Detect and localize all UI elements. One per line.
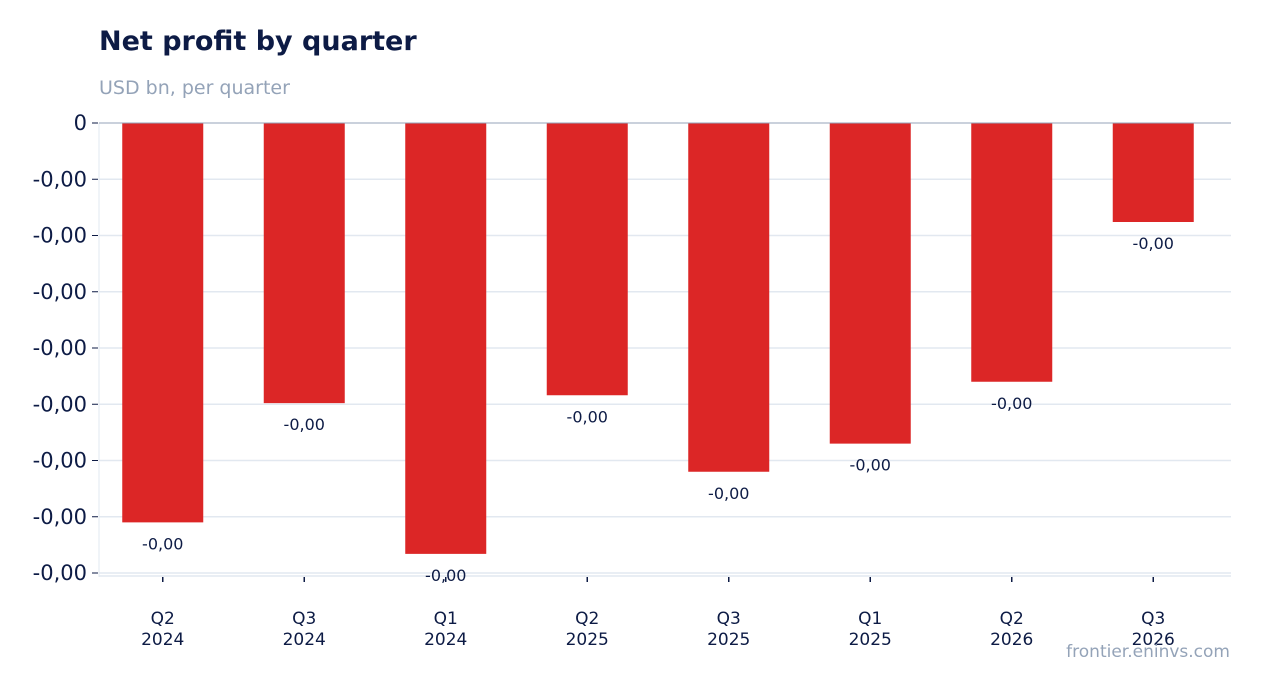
x-tick-label: 2024 (424, 630, 467, 650)
bar (546, 123, 628, 396)
y-tick-label: -0,00 (33, 336, 87, 360)
y-tick-label: -0,00 (33, 449, 87, 473)
x-tick-label: Q3 (292, 609, 316, 629)
x-tick-label: Q3 (717, 609, 741, 629)
data-label: -0,00 (425, 566, 466, 585)
x-tick-label: Q3 (1141, 609, 1165, 629)
axes (92, 122, 1231, 582)
bar (1112, 123, 1194, 222)
x-tick-label: Q1 (434, 609, 458, 629)
x-tick-label: 2025 (566, 630, 609, 650)
data-label: -0,00 (1133, 234, 1174, 253)
x-tick-label: 2026 (1132, 630, 1175, 650)
x-tick-label: 2026 (990, 630, 1033, 650)
x-tick-label: 2025 (849, 630, 892, 650)
source-credit: frontier.eninvs.com (1066, 642, 1230, 662)
bar (405, 123, 487, 554)
y-tick-label: -0,00 (33, 561, 87, 585)
data-label: -0,00 (567, 407, 608, 426)
x-tick-label: 2024 (141, 630, 184, 650)
x-tick-label: Q1 (858, 609, 882, 629)
chart-title: Net profit by quarter (99, 26, 417, 57)
bar (122, 123, 204, 523)
x-tick-label: 2025 (707, 630, 750, 650)
chart-subtitle: USD bn, per quarter (99, 77, 290, 99)
bar (829, 123, 911, 444)
y-tick-label: -0,00 (33, 280, 87, 304)
data-label: -0,00 (991, 394, 1032, 413)
data-label: -0,00 (708, 484, 749, 503)
y-tick-label: -0,00 (33, 224, 87, 248)
data-label: -0,00 (142, 534, 183, 553)
y-tick-label: -0,00 (33, 167, 87, 191)
x-tick-label: Q2 (151, 609, 175, 629)
bar (263, 123, 345, 404)
bar (971, 123, 1053, 382)
data-label: -0,00 (284, 415, 325, 434)
x-tick-label: Q2 (575, 609, 599, 629)
bar (688, 123, 770, 472)
x-tick-label: 2024 (283, 630, 326, 650)
x-tick-label: Q2 (1000, 609, 1024, 629)
labels: 0 -0,00 -0,00 -0,00 -0,00 -0,00 -0,00 -0,00 -0,0… (33, 111, 1175, 650)
data-label: -0,00 (850, 456, 891, 475)
y-tick-label: -0,00 (33, 505, 87, 529)
y-tick-label: -0,00 (33, 392, 87, 416)
y-tick-label: 0 (74, 111, 87, 135)
bars (122, 123, 1194, 554)
